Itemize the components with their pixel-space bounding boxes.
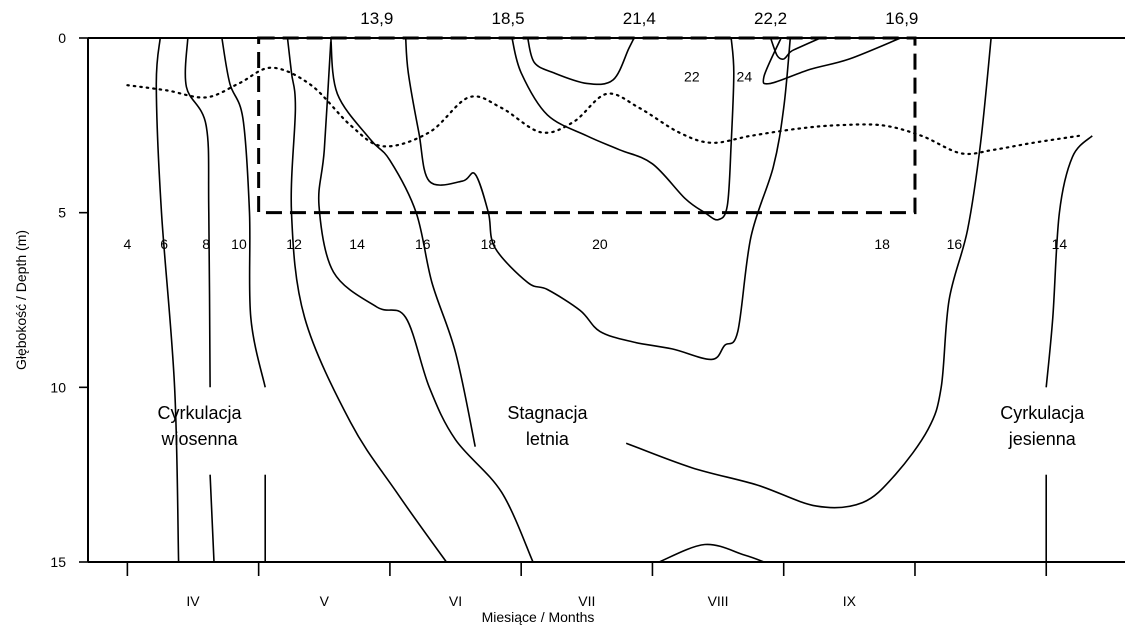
isotherm-value-label: 20 xyxy=(592,236,608,252)
surface-temperature-label: 16,9 xyxy=(885,9,918,28)
period-label: jesienna xyxy=(1008,429,1077,449)
surface-temperature-label: 22,2 xyxy=(754,9,787,28)
isotherm-6 xyxy=(209,474,215,563)
x-tick-label: VIII xyxy=(708,593,729,609)
isotherm-16 xyxy=(404,37,792,361)
isotherm-value-label: 10 xyxy=(231,236,247,252)
y-tick-label: 5 xyxy=(58,205,66,221)
x-tick-label: IV xyxy=(186,593,200,609)
isotherm-value-label: 16 xyxy=(947,236,963,252)
isotherm-16 xyxy=(658,543,765,563)
period-label: wiosenna xyxy=(161,429,239,449)
isotherm-value-label: 22 xyxy=(684,68,700,84)
isotherm-lines xyxy=(155,37,1093,563)
y-axis-label: Głębokość / Depth (m) xyxy=(13,230,29,370)
period-label: letnia xyxy=(526,429,570,449)
isotherm-12 xyxy=(330,37,476,447)
x-tick-label: IX xyxy=(843,593,857,609)
y-tick-label: 10 xyxy=(50,379,66,395)
isotherm-value-label: 18 xyxy=(874,236,890,252)
isotherm-24 xyxy=(769,37,821,60)
isotherm-value-label: 4 xyxy=(123,236,131,252)
isotherm-14 xyxy=(317,41,534,563)
y-tick-label: 15 xyxy=(50,554,66,570)
plot-frame xyxy=(79,37,1125,576)
surface-temperature-label: 21,4 xyxy=(623,9,656,28)
isotherm-14 xyxy=(1045,135,1093,388)
isotherm-value-label: 12 xyxy=(286,236,302,252)
isotherm-10 xyxy=(286,37,448,563)
isotherm-value-label: 14 xyxy=(1052,236,1068,252)
surface-temperature-label: 13,9 xyxy=(360,9,393,28)
period-label: Cyrkulacja xyxy=(158,403,243,423)
isotherm-value-label: 16 xyxy=(415,236,431,252)
x-tick-label: VII xyxy=(578,593,595,609)
x-tick-label: VI xyxy=(449,593,462,609)
isotherm-4 xyxy=(155,37,180,563)
isotherm-value-label: 24 xyxy=(737,68,753,84)
x-tick-label: V xyxy=(320,593,330,609)
isotherm-value-label: 6 xyxy=(160,236,168,252)
y-tick-label: 0 xyxy=(58,30,66,46)
epilimnion-dashed-box xyxy=(257,36,917,215)
isotherm-18 xyxy=(511,37,735,221)
thermocline-dotted-line xyxy=(126,66,1081,156)
isotherm-20 xyxy=(526,37,635,86)
surface-temperature-label: 18,5 xyxy=(492,9,525,28)
isotherm-18 xyxy=(625,37,992,509)
chart-labels: 0 5 10 15 IV V VI VII VIII IX 13,9 18,5 21,4 22,2 16,9… xyxy=(50,9,1085,609)
isotherm-value-label: 14 xyxy=(349,236,365,252)
isotherm-6 xyxy=(184,37,211,388)
isotherm-8 xyxy=(221,37,266,388)
period-label: Cyrkulacja xyxy=(1000,403,1085,423)
x-axis-label: Miesiące / Months xyxy=(482,609,595,625)
isotherm-22 xyxy=(762,37,901,85)
isotherm-value-label: 8 xyxy=(202,236,210,252)
period-label: Stagnacja xyxy=(507,403,588,423)
isotherm-value-label: 18 xyxy=(481,236,497,252)
